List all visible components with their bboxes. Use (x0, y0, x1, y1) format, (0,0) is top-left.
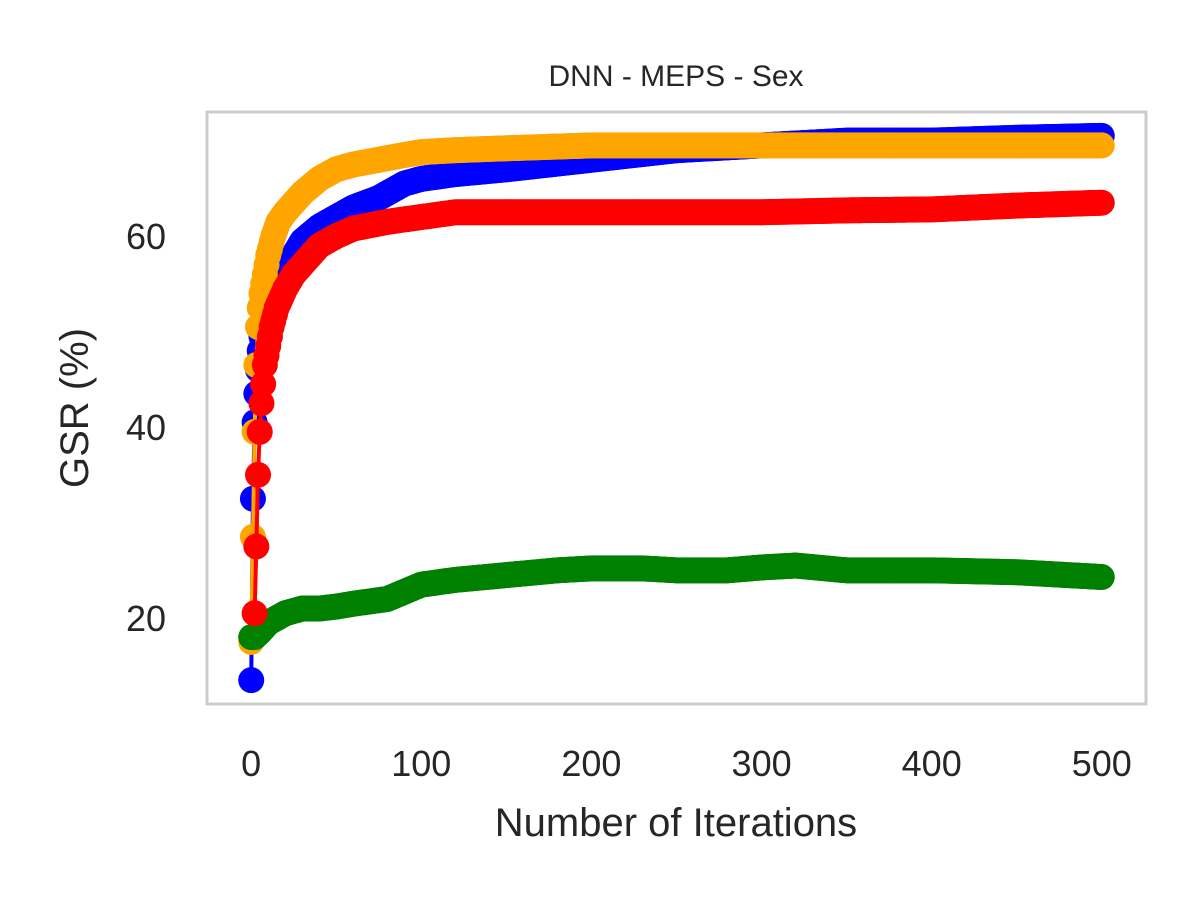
data-point (1088, 132, 1115, 159)
data-point (1088, 189, 1115, 216)
data-point (241, 600, 268, 627)
series-orange (238, 132, 1115, 655)
data-point (238, 667, 265, 694)
y-tick-label: 20 (126, 598, 166, 639)
data-point (243, 533, 270, 560)
y-axis-ticks: 20 40 60 (126, 216, 166, 639)
x-tick-label: 500 (1072, 743, 1132, 784)
y-axis-label: GSR (%) (53, 328, 97, 488)
data-point (246, 418, 273, 445)
data-point (1088, 564, 1115, 591)
y-tick-label: 40 (126, 407, 166, 448)
y-tick-label: 60 (126, 216, 166, 257)
data-point (250, 371, 277, 398)
x-axis-ticks: 0 100 200 300 400 500 (241, 743, 1132, 784)
chart-title: DNN - MEPS - Sex (548, 60, 803, 93)
x-axis-label: Number of Iterations (495, 801, 857, 845)
data-point (248, 390, 275, 417)
plot-frame (205, 110, 1148, 706)
x-tick-label: 300 (732, 743, 792, 784)
series-green (238, 552, 1115, 651)
series-line-red (252, 200, 1102, 614)
data-point (245, 461, 272, 488)
series-layer (238, 122, 1115, 694)
x-tick-label: 100 (391, 743, 451, 784)
x-tick-label: 400 (902, 743, 962, 784)
x-tick-label: 0 (241, 743, 261, 784)
series-red (241, 189, 1115, 627)
x-tick-label: 200 (561, 743, 621, 784)
